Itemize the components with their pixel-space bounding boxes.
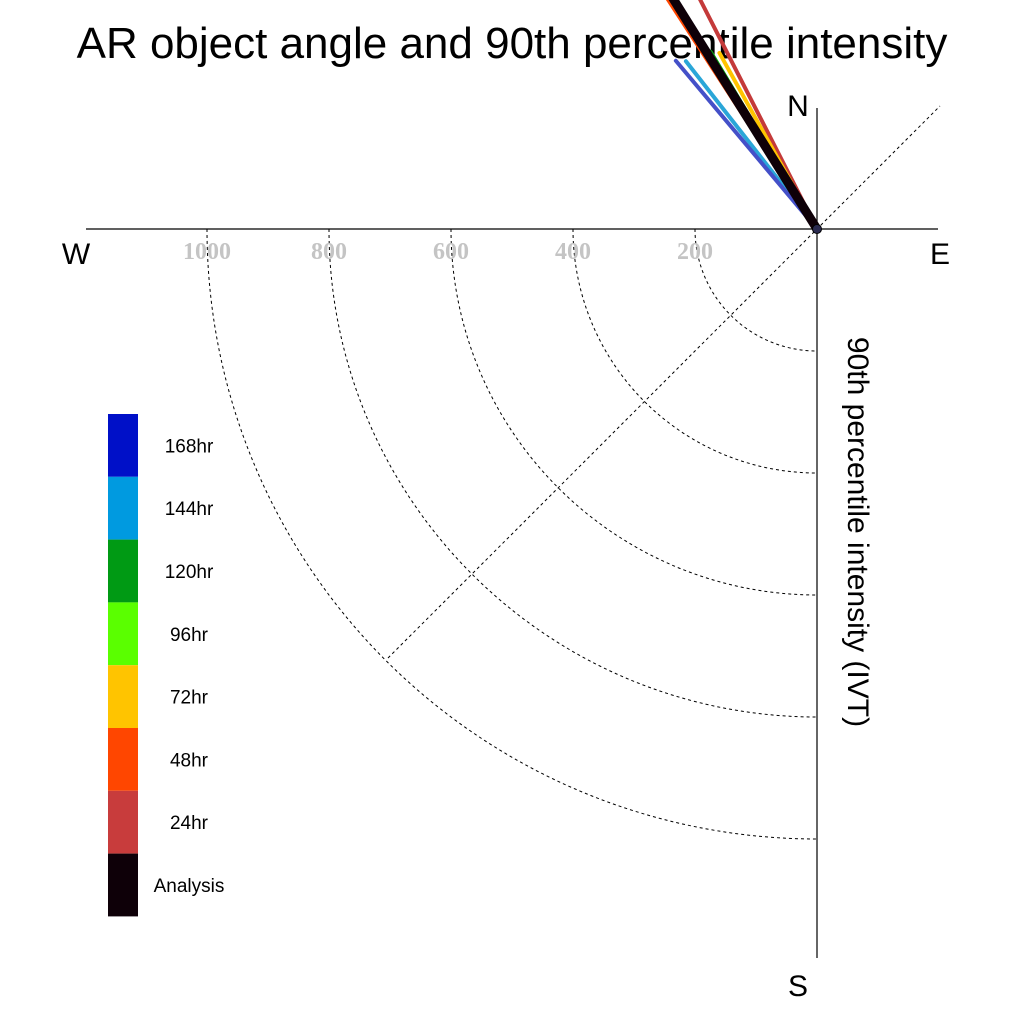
legend-label: 48hr	[170, 750, 209, 771]
legend-label: Analysis	[154, 876, 225, 897]
legend: 168hr 144hr 120hr 96hr 72hr 48hr 24hr Analysis	[108, 414, 225, 917]
origin-marker	[812, 224, 822, 234]
radial-tick-label: 400	[555, 239, 591, 265]
legend-label: 24hr	[170, 813, 209, 834]
compass-west: W	[62, 238, 91, 271]
legend-label: 72hr	[170, 688, 209, 709]
compass-east: E	[930, 238, 950, 271]
grid-layer	[206, 105, 941, 840]
radial-tick-label: 600	[433, 239, 469, 265]
legend-label: 168hr	[165, 436, 214, 457]
diagonal-guide	[387, 105, 941, 659]
compass-north: N	[787, 90, 809, 123]
chart-title: AR object angle and 90th percentile inte…	[77, 19, 948, 68]
legend-label: 144hr	[165, 499, 214, 520]
range-ring	[450, 228, 818, 596]
vector-analysis	[668, 0, 822, 234]
legend-swatch	[108, 790, 138, 854]
series-layer	[665, 0, 822, 234]
legend-swatch	[108, 476, 138, 540]
compass-south: S	[788, 970, 808, 1003]
legend-label: 120hr	[165, 562, 214, 583]
range-ring	[694, 228, 818, 352]
radial-tick-label: 800	[311, 239, 347, 265]
legend-swatch	[108, 414, 138, 477]
radial-tick-label: 200	[677, 239, 713, 265]
legend-swatch	[108, 539, 138, 603]
legend-swatch	[108, 602, 138, 666]
legend-label: 96hr	[170, 625, 209, 646]
range-ring	[328, 228, 818, 718]
vector-168hr	[673, 58, 819, 231]
legend-swatch	[108, 728, 138, 791]
y-axis-label: 90th percentile intensity (IVT)	[841, 337, 874, 727]
legend-swatch	[108, 665, 138, 728]
legend-swatch	[108, 853, 138, 917]
range-ring	[206, 228, 818, 840]
range-ring	[572, 228, 818, 474]
axes-layer: N S E W 1000 800 600 400 200	[62, 90, 950, 1003]
radial-tick-label: 1000	[183, 239, 231, 265]
